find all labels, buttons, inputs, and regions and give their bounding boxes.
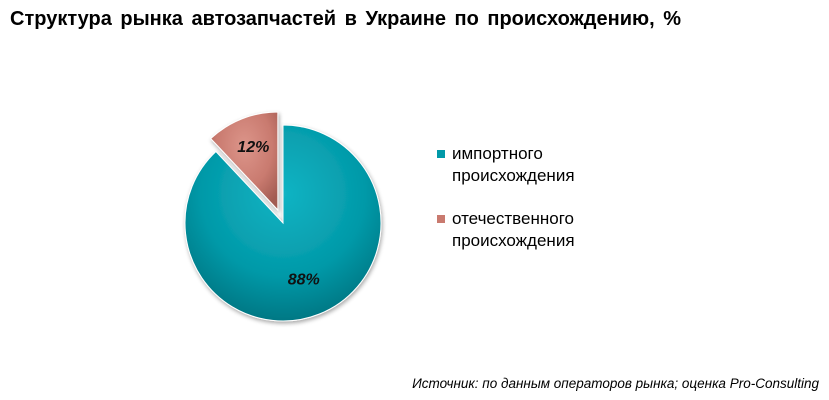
pie-slice-domestic <box>210 111 279 212</box>
chart-title: Структура рынка автозапчастей в Украине … <box>10 8 681 30</box>
legend-label-domestic: отечественного происхождения <box>452 209 575 250</box>
legend-item-domestic: отечественного происхождения <box>437 208 612 252</box>
legend-swatch-domestic <box>437 215 445 223</box>
legend-label-import: импортного происхождения <box>452 144 575 185</box>
legend-item-import: импортного происхождения <box>437 143 612 187</box>
legend-swatch-import <box>437 150 445 158</box>
data-label-domestic: 12% <box>237 139 269 156</box>
chart-legend: импортного происхождения отечественного … <box>437 143 612 273</box>
data-label-import: 88% <box>288 271 320 288</box>
pie-slice-import <box>184 124 382 322</box>
source-note: Источник: по данным операторов рынка; оц… <box>412 376 819 391</box>
